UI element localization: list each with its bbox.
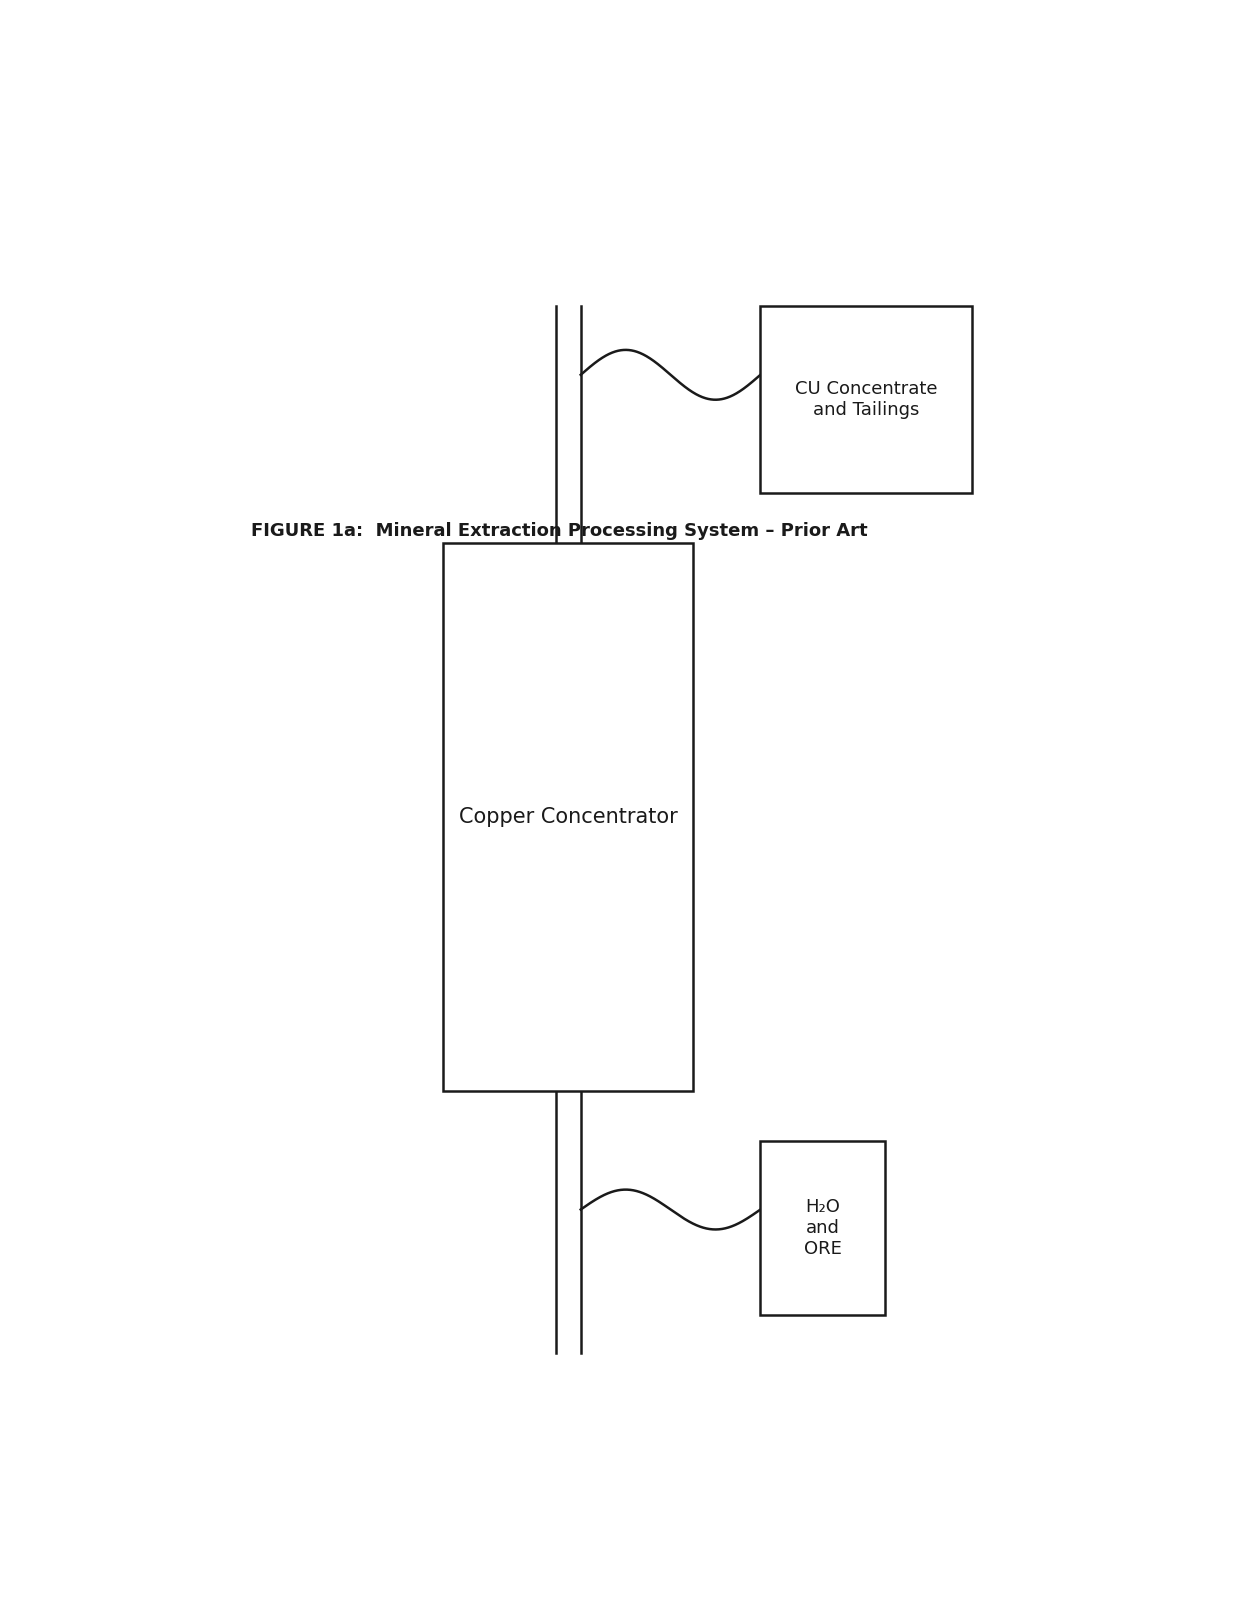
Text: CU Concentrate
and Tailings: CU Concentrate and Tailings xyxy=(795,380,937,419)
FancyBboxPatch shape xyxy=(760,306,972,493)
FancyBboxPatch shape xyxy=(444,544,693,1091)
FancyBboxPatch shape xyxy=(760,1141,885,1315)
Text: H₂O
and
ORE: H₂O and ORE xyxy=(804,1199,842,1259)
Text: FIGURE 1a:  Mineral Extraction Processing System – Prior Art: FIGURE 1a: Mineral Extraction Processing… xyxy=(250,521,868,539)
Text: Copper Concentrator: Copper Concentrator xyxy=(459,807,677,827)
